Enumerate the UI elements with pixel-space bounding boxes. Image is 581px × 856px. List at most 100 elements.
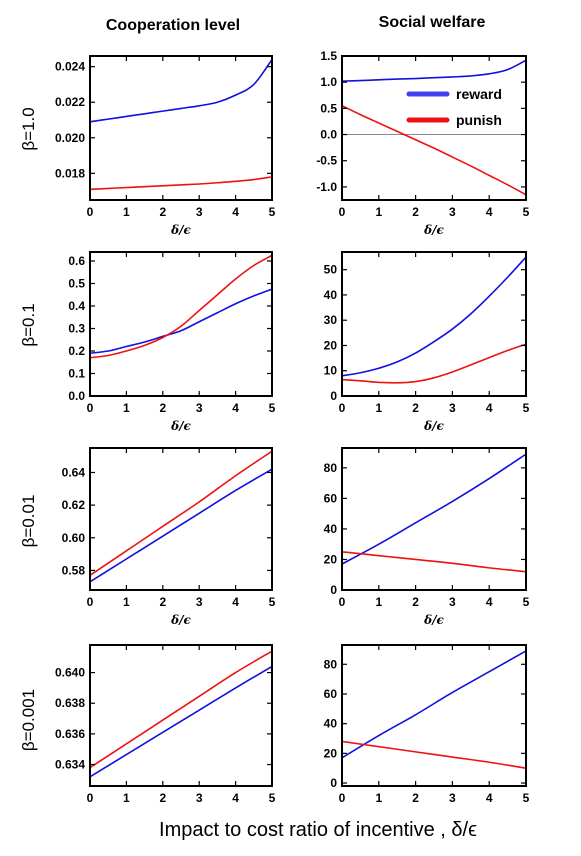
panel-r1-c1-ytick-label: 30 [324,313,338,327]
panel-r0-c1-ytick-label: -0.5 [316,154,337,168]
panel-r3-c0-frame [89,644,273,787]
panel-r1-c0-ytick-label: 0.4 [68,299,85,313]
panel-r3-c1-ytick-label: 60 [324,687,338,701]
panel-r3-c0-xtick-label: 2 [159,791,166,805]
panel-r3-c1-ytick-label: 0 [330,776,337,790]
panel-r0-c1-ytick-label: 0.0 [320,128,337,142]
panel-r0-c0-xtick-label: 3 [196,205,203,219]
panel-r1-c1-xlabel: δ/ϵ [423,419,444,433]
panel-r2-c0-series-reward [89,468,273,583]
panel-r3-c0-ytick-label: 0.636 [55,727,85,741]
panel-r3-c1-ytick-label: 20 [324,746,338,760]
panel-r3-c0-series-reward [89,665,273,778]
panel-r3-c0: 0 1 2 3 4 5 0.634 0.636 0.638 0.640 [55,644,276,805]
panel-r0-c1-xtick-label: 4 [486,205,493,219]
panel-r2-c0-xlabel: δ/ϵ [170,613,191,627]
panel-r1-c0-frame [89,251,273,397]
panel-r3-c1-ytick-label: 80 [324,657,338,671]
panel-r3-c0-xtick-label: 3 [196,791,203,805]
panel-r1-c0-series-punish [89,254,273,359]
panel-r0-c0-series-reward [89,59,273,123]
legend-label-reward: reward [456,86,502,102]
panel-r1-c0-ytick-label: 0.6 [68,254,85,268]
panel-r1-c1-xtick-label: 5 [523,401,530,415]
panel-r0-c0-xtick-label: 1 [123,205,130,219]
panel-r1-c1-ytick-label: 0 [330,389,337,403]
panel-r3-c1-xtick-label: 5 [523,791,530,805]
panel-r0-c1-xtick-label: 3 [449,205,456,219]
panel-r0-c1-series-punish [341,105,527,196]
panel-r2-c0-ytick-label: 0.64 [62,465,86,479]
row-label-beta-3: β=0.01 [19,495,38,548]
panel-r2-c1-series-reward [341,453,527,565]
panel-r1-c1-series-punish [341,343,527,384]
panel-r3-c1-xtick-label: 4 [486,791,493,805]
panel-r0-c0: 0 1 2 3 4 5 0.018 0.020 0.022 0.024 δ/ϵ [55,55,276,237]
panel-r1-c0-ytick-label: 0.1 [68,367,85,381]
row-label-beta-1: β=1.0 [19,107,38,150]
panel-r3-c1-series-punish [341,740,527,769]
panel-r3-c0-xtick-label: 4 [232,791,239,805]
panel-r3-c0-ytick-label: 0.634 [55,758,85,772]
panel-r0-c0-xlabel: δ/ϵ [170,223,191,237]
panel-r1-c1-xtick-label: 2 [412,401,419,415]
panel-r2-c1-xtick-label: 5 [523,595,530,609]
panel-r1-c1-xtick-label: 1 [375,401,382,415]
panel-r0-c0-ytick-label: 0.024 [55,60,85,74]
panel-r1-c0-xtick-label: 4 [232,401,239,415]
bottom-x-axis-label: Impact to cost ratio of incentive , δ/ϵ [159,819,477,841]
legend-label-punish: punish [456,112,502,128]
panel-r1-c0: 0 1 2 3 4 5 0.0 0.1 0.2 0.3 0.4 0.5 0.6 δ/ϵ [68,251,276,433]
panel-r3-c1: 0 1 2 3 4 5 0 20 40 60 80 [324,644,530,805]
panel-r2-c1-ytick-label: 0 [330,583,337,597]
panel-r0-c1-series-reward [341,59,527,82]
panel-r1-c0-ytick-label: 0.5 [68,277,85,291]
panel-r1-c0-ytick-label: 0.2 [68,344,85,358]
panel-r2-c1-xtick-label: 4 [486,595,493,609]
panel-r2-c1-ytick-label: 60 [324,491,338,505]
panel-r2-c0-frame [89,447,273,591]
panel-r3-c1-series-reward [341,650,527,759]
panel-r1-c0-series-reward [89,288,273,355]
panel-r1-c1-xtick-label: 4 [486,401,493,415]
panel-r2-c0-xtick-label: 3 [196,595,203,609]
panel-r2-c1-xtick-label: 2 [412,595,419,609]
panel-r3-c1-xtick-label: 1 [375,791,382,805]
panel-r0-c0-xtick-label: 5 [269,205,276,219]
panel-r0-c1-xtick-label: 2 [412,205,419,219]
panel-r0-c0-ytick-label: 0.022 [55,95,85,109]
panel-r0-c1-xlabel: δ/ϵ [423,223,444,237]
panel-r2-c1-ytick-label: 80 [324,461,338,475]
panel-r1-c1-ytick-label: 10 [324,364,338,378]
panel-r1-c0-ytick-label: 0.3 [68,322,85,336]
panel-r1-c0-ytick-label: 0.0 [68,389,85,403]
panel-r3-c1-frame [341,644,527,787]
panel-r2-c1-xtick-label: 3 [449,595,456,609]
panel-r2-c1-xlabel: δ/ϵ [423,613,444,627]
panel-r1-c1-frame [341,251,527,397]
panel-r0-c1-xtick-label: 5 [523,205,530,219]
panel-r2-c1-frame [341,447,527,591]
panel-r2-c0-ytick-label: 0.60 [62,531,86,545]
panel-r0-c0-frame [89,55,273,201]
panel-r2-c1-ytick-label: 40 [324,522,338,536]
panel-r3-c1-xtick-label: 0 [339,791,346,805]
panel-r0-c0-xtick-label: 4 [232,205,239,219]
column-title-cooperation: Cooperation level [106,17,240,34]
panel-r3-c0-xtick-label: 1 [123,791,130,805]
panel-r1-c0-xtick-label: 3 [196,401,203,415]
panel-r3-c0-series-punish [89,650,273,769]
panel-r2-c1: 0 1 2 3 4 5 0 20 40 60 80 δ/ϵ [324,447,530,627]
panel-r1-c1-xtick-label: 0 [339,401,346,415]
panel-r0-c1: 0 1 2 3 4 5 -1.0 -0.5 0.0 0.5 1.0 1.5 δ/ϵ [316,49,529,237]
panel-r3-c0-xtick-label: 0 [87,791,94,805]
column-title-welfare: Social welfare [379,14,486,31]
panel-r2-c1-xtick-label: 1 [375,595,382,609]
panel-r2-c0-ytick-label: 0.58 [62,563,86,577]
panel-r0-c0-ytick-label: 0.018 [55,166,85,180]
panel-r1-c1-series-reward [341,256,527,377]
panel-r1-c0-xtick-label: 0 [87,401,94,415]
panel-r0-c1-xtick-label: 1 [375,205,382,219]
panel-r1-c1-xtick-label: 3 [449,401,456,415]
